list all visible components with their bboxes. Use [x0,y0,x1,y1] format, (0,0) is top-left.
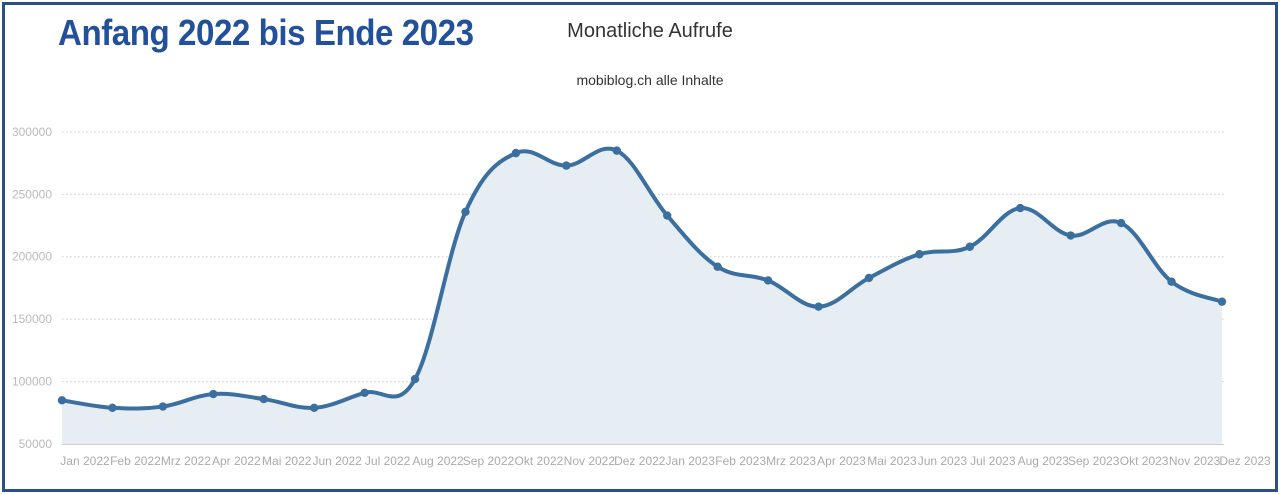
data-point [763,276,773,285]
chart-title: Monatliche Aufrufe [567,20,733,42]
x-tick-label: Jul 2023 [970,454,1016,468]
y-tick-label: 200000 [12,250,52,264]
data-point [1217,297,1227,306]
x-tick-label: Sep 2022 [463,454,515,468]
x-tick-label: Aug 2022 [412,454,464,468]
x-tick-label: Aug 2023 [1018,454,1070,468]
x-tick-label: Jan 2022 [60,454,110,468]
x-tick-label: Okt 2023 [1120,454,1169,468]
x-tick-label: Mai 2023 [867,454,917,468]
x-tick-label: Feb 2022 [110,454,161,468]
data-point [309,403,319,412]
data-point [814,302,823,311]
data-point [360,388,369,398]
data-point [259,394,268,404]
x-tick-label: Jun 2022 [312,454,362,468]
x-tick-label: Jul 2022 [365,454,411,468]
x-tick-label: Mai 2022 [262,454,312,468]
data-point [1116,218,1126,228]
x-tick-label: Apr 2023 [817,454,866,468]
x-tick-label: Okt 2022 [515,454,564,468]
data-point [864,273,874,283]
data-point [1066,231,1075,240]
y-axis-ticks: 300000 250000 200000 150000 100000 50000 [12,125,52,451]
data-point [663,211,672,220]
y-tick-label: 250000 [12,187,52,201]
data-point [108,403,117,412]
data-point [1167,277,1176,286]
data-point [461,207,470,216]
series-area [62,148,1222,445]
x-axis-ticks: Jan 2022 Feb 2022 Mrz 2022 Apr 2022 Mai 2022… [60,454,1271,468]
x-tick-label: Dez 2022 [614,454,666,468]
data-point [713,262,722,271]
data-point [915,250,924,259]
x-tick-label: Feb 2023 [715,454,766,468]
x-tick-label: Dez 2023 [1219,454,1271,468]
x-tick-label: Nov 2022 [564,454,616,468]
data-point [511,148,521,158]
data-point [965,242,975,251]
x-tick-label: Apr 2022 [212,454,261,468]
data-point [158,402,168,411]
x-tick-label: Nov 2023 [1169,454,1221,468]
x-tick-label: Jun 2023 [918,454,968,468]
x-tick-label: Mrz 2023 [766,454,816,468]
data-point [57,396,67,405]
chart-subtitle: mobiblog.ch alle Inhalte [576,72,724,88]
data-point [1016,203,1025,213]
data-point [410,374,420,384]
data-point [562,161,571,170]
y-tick-label: 150000 [12,312,52,326]
y-tick-label: 50000 [19,437,53,451]
x-tick-label: Mrz 2022 [161,454,211,468]
x-tick-label: Sep 2023 [1068,454,1120,468]
y-tick-label: 100000 [12,375,52,389]
headline: Anfang 2022 bis Ende 2023 [58,12,474,53]
data-points [57,146,1227,412]
y-tick-label: 300000 [12,125,52,139]
x-tick-label: Jan 2023 [666,454,716,468]
data-point [612,146,621,155]
data-point [209,389,218,399]
